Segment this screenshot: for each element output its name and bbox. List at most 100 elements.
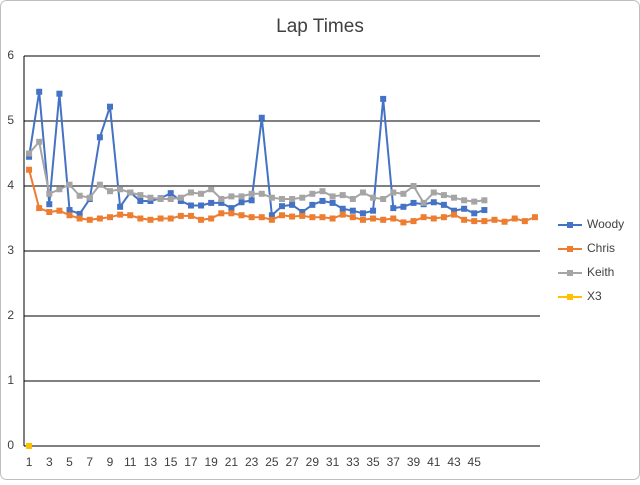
- point-marker: [46, 190, 53, 197]
- y-tick-label: 1: [7, 373, 14, 387]
- point-marker: [157, 215, 164, 222]
- point-marker: [127, 189, 134, 196]
- point-marker: [198, 190, 205, 197]
- point-marker: [26, 153, 33, 160]
- point-marker: [228, 210, 235, 217]
- point-marker: [36, 138, 43, 145]
- x-tick-label: 33: [346, 455, 360, 469]
- series-line: [28, 91, 485, 218]
- point-marker: [481, 218, 488, 225]
- point-marker: [430, 199, 437, 206]
- x-tick-label: 3: [46, 455, 53, 469]
- point-marker: [471, 218, 478, 225]
- y-tick-label: 6: [7, 48, 14, 62]
- x-tick-label: 37: [387, 455, 401, 469]
- point-marker: [299, 194, 306, 201]
- point-marker: [268, 194, 275, 201]
- point-marker: [309, 190, 316, 197]
- point-marker: [268, 212, 275, 219]
- point-marker: [117, 186, 124, 193]
- y-tick-label: 4: [7, 178, 14, 192]
- point-marker: [380, 95, 387, 102]
- point-marker: [76, 210, 83, 217]
- x-tick-label: 13: [144, 455, 158, 469]
- x-tick-label: 43: [447, 455, 461, 469]
- point-marker: [137, 197, 144, 204]
- point-marker: [147, 194, 154, 201]
- point-marker: [440, 192, 447, 199]
- point-marker: [289, 213, 296, 220]
- point-marker: [228, 193, 235, 200]
- y-tick-label: 3: [7, 243, 14, 257]
- x-tick-label: 31: [326, 455, 340, 469]
- x-tick-label: 15: [164, 455, 178, 469]
- point-marker: [66, 207, 73, 214]
- x-tick-label: 19: [204, 455, 218, 469]
- point-marker: [66, 212, 73, 219]
- point-marker: [76, 215, 83, 222]
- point-marker: [420, 199, 427, 206]
- point-marker: [96, 134, 103, 141]
- x-tick-label: 1: [26, 455, 33, 469]
- point-marker: [329, 193, 336, 200]
- point-marker: [238, 212, 245, 219]
- point-marker: [177, 197, 184, 204]
- x-tick-label: 9: [107, 455, 114, 469]
- point-marker: [319, 197, 326, 204]
- point-marker: [531, 214, 538, 221]
- point-marker: [521, 218, 528, 225]
- point-marker: [289, 196, 296, 202]
- point-marker: [309, 214, 316, 221]
- point-marker: [430, 189, 437, 196]
- point-marker: [491, 216, 498, 223]
- point-marker: [309, 201, 316, 208]
- x-tick-label: 7: [86, 455, 93, 469]
- point-marker: [370, 215, 377, 222]
- point-marker: [400, 190, 407, 197]
- y-tick-label: 0: [7, 438, 14, 452]
- point-marker: [258, 114, 265, 121]
- point-marker: [511, 215, 518, 222]
- point-marker: [400, 219, 407, 226]
- point-marker: [107, 103, 113, 110]
- point-marker: [329, 215, 336, 222]
- point-marker: [461, 197, 468, 204]
- y-tick-label: 5: [7, 113, 14, 127]
- point-marker: [177, 212, 184, 219]
- point-marker: [187, 189, 194, 196]
- point-marker: [137, 215, 144, 222]
- point-marker: [400, 203, 407, 210]
- point-marker: [117, 203, 124, 210]
- x-tick-label: 17: [184, 455, 198, 469]
- point-marker: [66, 181, 73, 188]
- point-marker: [461, 205, 468, 212]
- point-marker: [451, 211, 457, 218]
- point-marker: [198, 216, 205, 223]
- point-marker: [359, 210, 366, 217]
- point-marker: [420, 214, 427, 221]
- point-marker: [299, 212, 306, 219]
- point-marker: [26, 166, 33, 173]
- point-marker: [329, 199, 336, 206]
- x-tick-label: 35: [366, 455, 380, 469]
- point-marker: [289, 201, 296, 208]
- point-marker: [390, 189, 397, 196]
- point-marker: [451, 194, 457, 201]
- point-marker: [46, 201, 53, 208]
- x-tick-label: 39: [407, 455, 421, 469]
- y-tick-label: 2: [7, 308, 14, 322]
- point-marker: [390, 215, 397, 222]
- legend-marker: [567, 222, 573, 228]
- legend-label: Chris: [587, 241, 615, 255]
- point-marker: [96, 181, 103, 188]
- point-marker: [481, 197, 488, 204]
- point-marker: [238, 199, 245, 206]
- x-tick-label: 5: [66, 455, 73, 469]
- point-marker: [359, 216, 366, 223]
- point-marker: [380, 196, 387, 202]
- point-marker: [76, 192, 83, 199]
- series-line: [28, 139, 485, 205]
- x-tick-label: 29: [306, 455, 320, 469]
- point-marker: [218, 199, 225, 206]
